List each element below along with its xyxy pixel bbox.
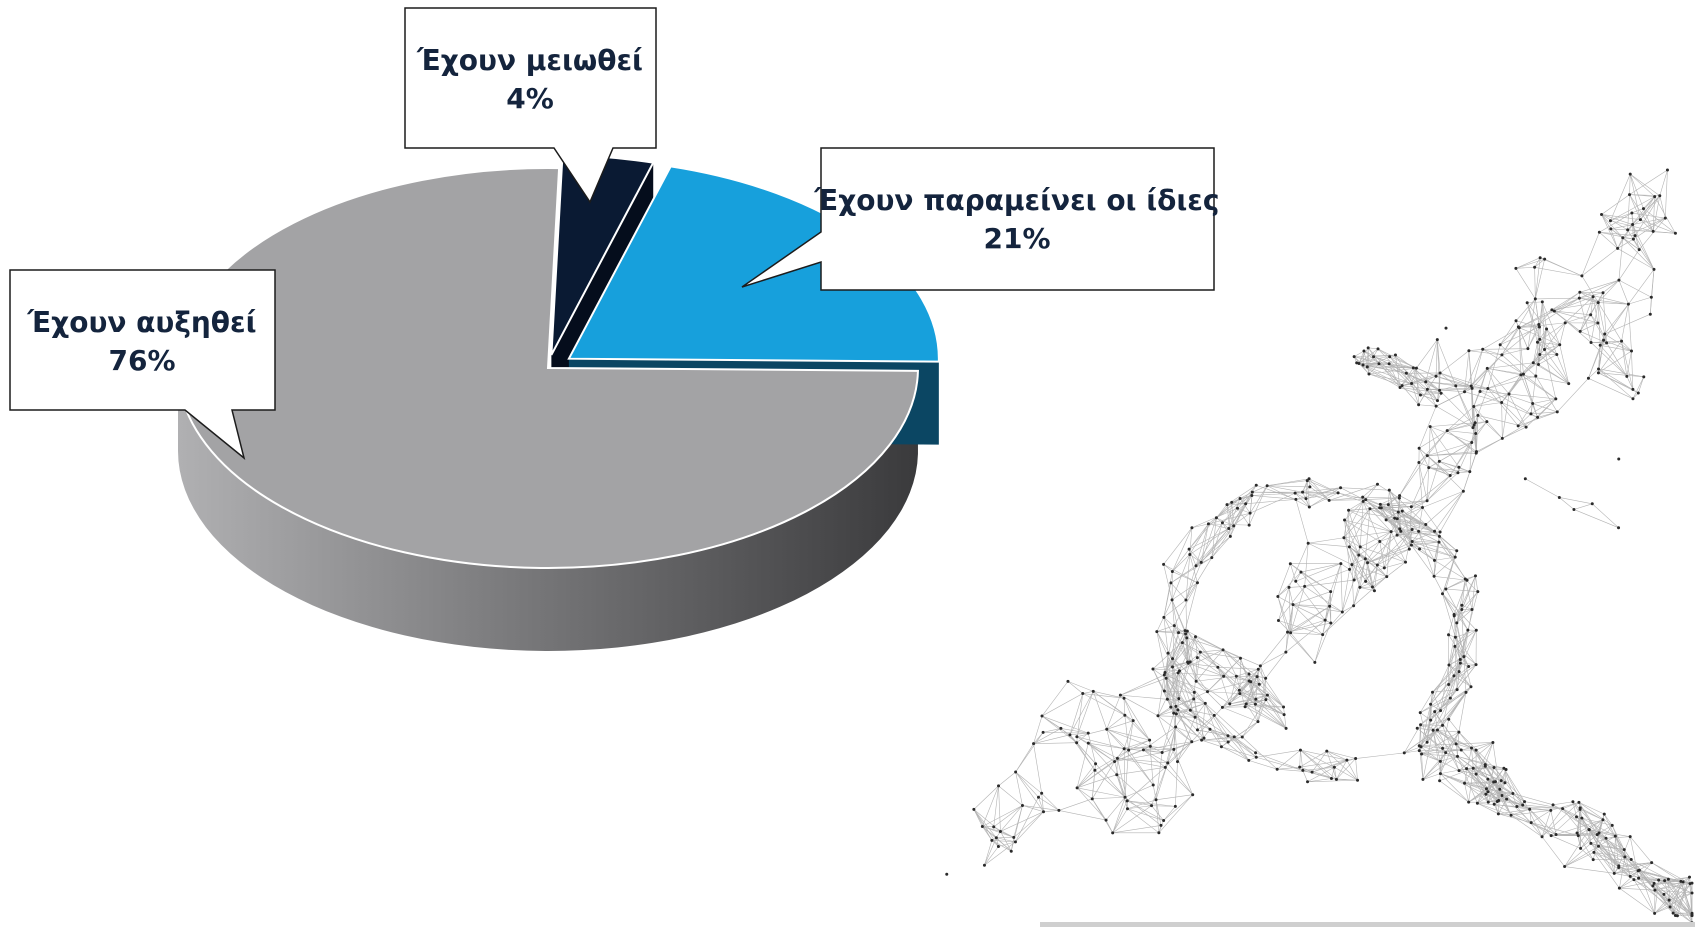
slice-value-increased: 76% — [108, 344, 175, 377]
callout-unchanged: Έχουν παραμείνει οι ίδιες 21% — [741, 147, 1220, 291]
callout-increased-box — [9, 269, 276, 461]
slice-value-decreased: 4% — [506, 82, 554, 115]
slice-increased — [177, 167, 919, 569]
slice-side-increased — [178, 368, 918, 651]
pie-slices — [177, 154, 940, 569]
slice-label-increased: Έχουν αυξηθεί — [26, 306, 256, 339]
growth-arrow-magnifier-illustration — [945, 168, 1695, 927]
slice-label-decreased: Έχουν μειωθεί — [416, 44, 643, 77]
callout-unchanged-box — [741, 147, 1215, 291]
callout-increased: Έχουν αυξηθεί 76% — [9, 269, 276, 461]
callout-decreased-box — [404, 7, 657, 204]
callout-decreased: Έχουν μειωθεί 4% — [404, 7, 657, 204]
slice-value-unchanged: 21% — [983, 222, 1050, 255]
slice-label-unchanged: Έχουν παραμείνει οι ίδιες — [814, 184, 1220, 217]
